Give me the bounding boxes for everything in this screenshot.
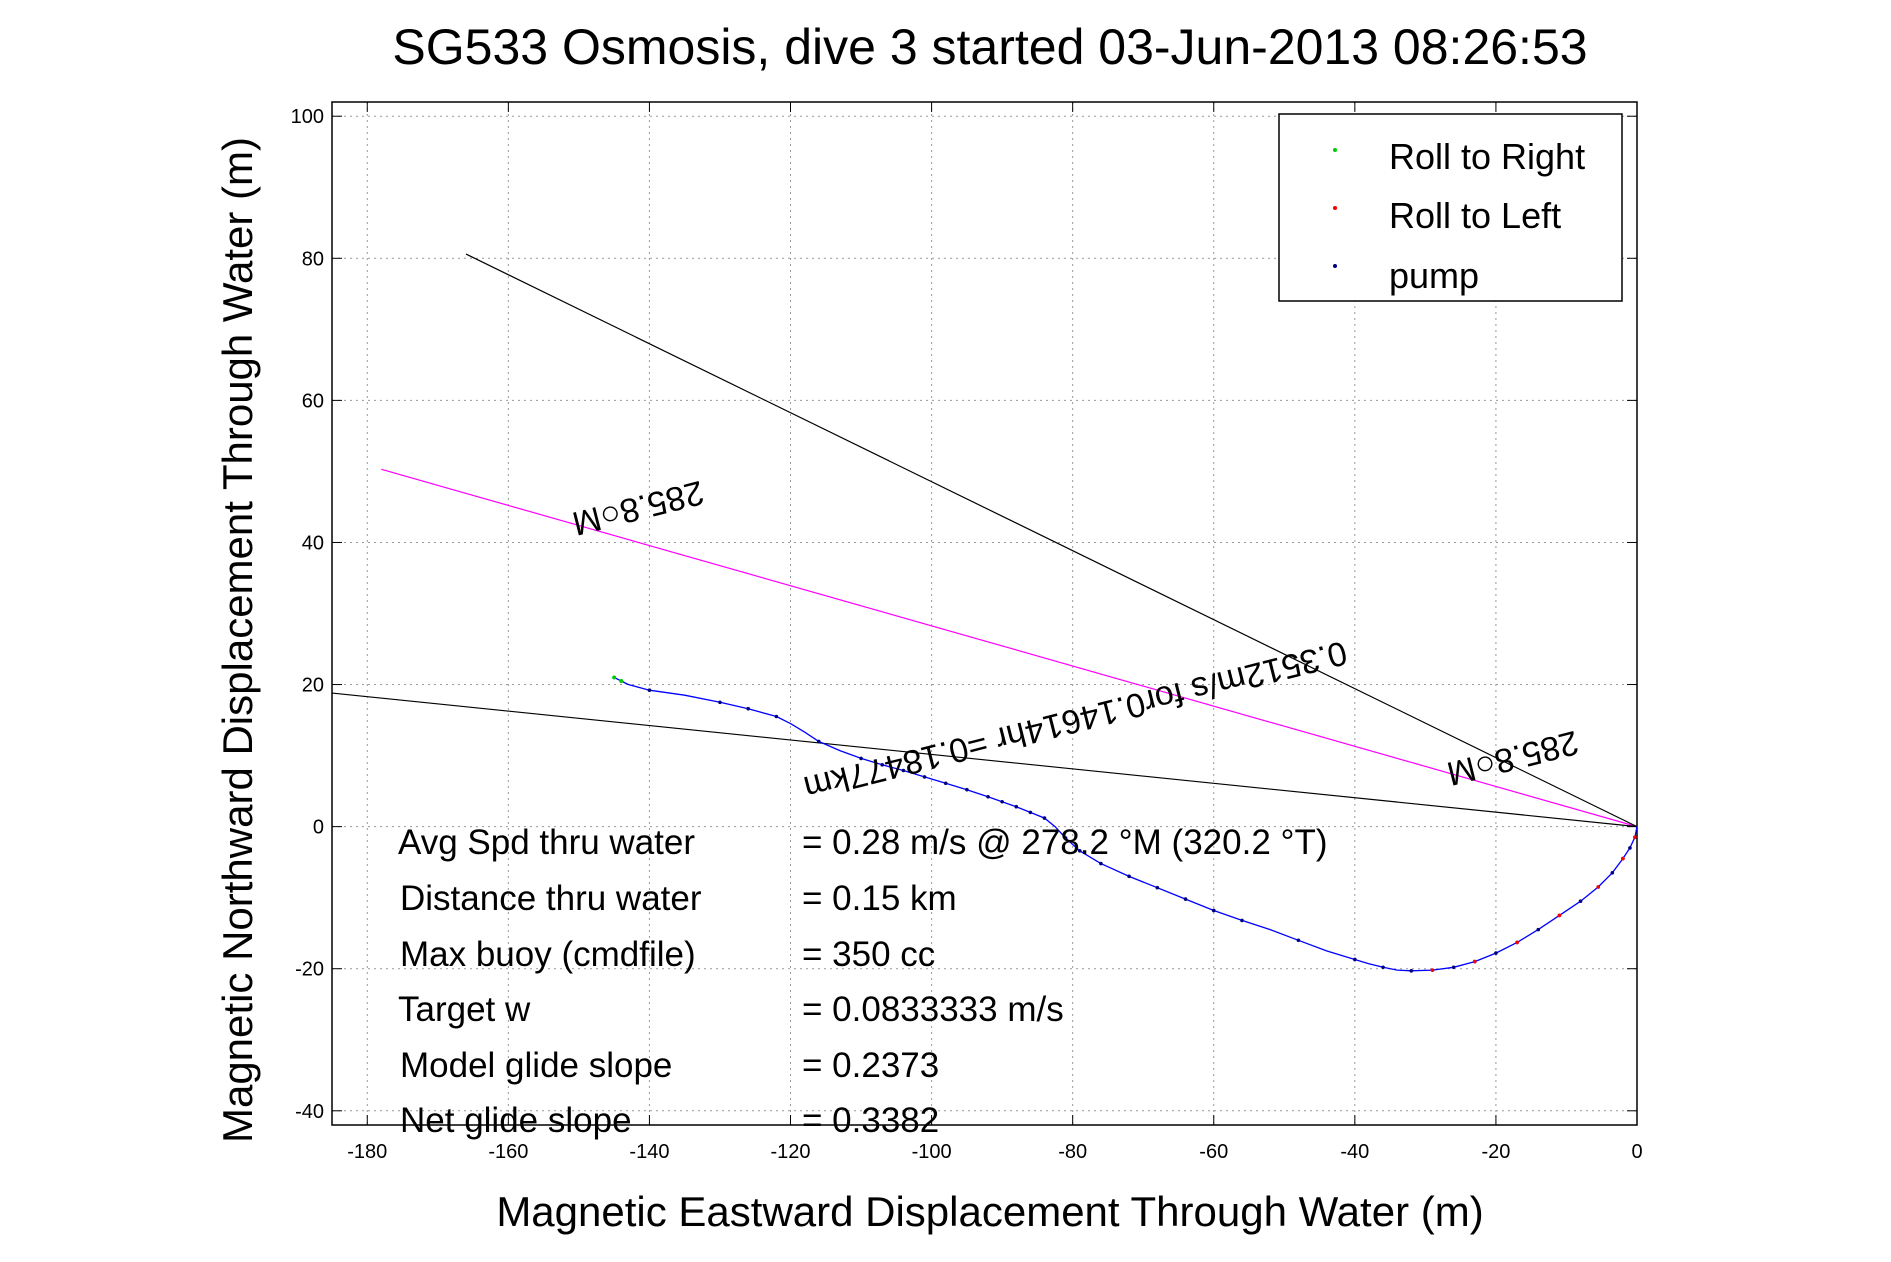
pump-point (1077, 848, 1082, 853)
tick-labels: -180 -160 -140 -120 -100 -80 -60 -40 -20 0 -40 -20 0… (291, 106, 1643, 1163)
pump-point (816, 739, 821, 744)
stat-label: Model glide slope (400, 1046, 672, 1085)
points-layer (612, 675, 1637, 973)
roll-left-point (1472, 959, 1477, 964)
pump-point (1296, 938, 1301, 943)
pump-point (1099, 861, 1103, 866)
pump-point (1063, 836, 1068, 840)
y-tick-label: 60 (302, 390, 324, 412)
stat-value: = 0.2373 (802, 1046, 939, 1085)
pump-point (1610, 871, 1615, 875)
x-tick-label: -40 (1340, 1141, 1369, 1163)
pump-point (1183, 897, 1188, 901)
y-tick-label: 40 (302, 532, 324, 554)
pump-point (1409, 969, 1414, 973)
roll-left-point (1557, 913, 1562, 918)
roll-right-point (612, 675, 617, 680)
pump-point (965, 787, 969, 792)
pump-point (1451, 965, 1456, 970)
y-tick-label: 0 (313, 817, 324, 839)
x-tick-label: -100 (912, 1141, 952, 1163)
current-line (381, 468, 1638, 828)
lower-bound-line (331, 692, 1638, 828)
pump-point (718, 700, 722, 705)
y-tick-label: -40 (295, 1101, 324, 1123)
y-tick-label: 80 (302, 248, 324, 270)
legend-marker-roll-left (1333, 206, 1337, 210)
pump-point (859, 756, 863, 761)
pump-point (901, 768, 906, 773)
x-tick-label: -20 (1481, 1141, 1510, 1163)
roll-left-point (1633, 835, 1637, 840)
x-axis-title: Magnetic Eastward Displacement Through W… (496, 1188, 1483, 1235)
pump-point (1578, 899, 1583, 904)
pump-point (1211, 908, 1216, 913)
x-tick-label: 0 (1631, 1141, 1642, 1163)
stat-label: Target w (398, 990, 531, 1029)
pump-point (880, 763, 885, 767)
pump-point (774, 714, 779, 719)
legend-marker-roll-right (1333, 148, 1337, 152)
roll-left-point (1596, 885, 1601, 889)
track-line (613, 676, 1638, 972)
pump-point (1127, 874, 1131, 879)
legend-label-pump: pump (1389, 255, 1479, 296)
chart-title: SG533 Osmosis, dive 3 started 03-Jun-201… (392, 19, 1587, 75)
legend-marker-pump (1333, 264, 1337, 268)
current-label: 0.3512m/s for0.14614hr =0.18477km (800, 633, 1351, 807)
roll-left-point (1430, 968, 1435, 972)
upper-bound-line (465, 253, 1638, 828)
legend-label-roll-left: Roll to Left (1389, 195, 1561, 236)
y-tick-label: -20 (295, 959, 324, 981)
pump-point (922, 775, 927, 779)
pump-point (1042, 816, 1047, 820)
pump-point (1381, 965, 1385, 970)
pump-point (1014, 804, 1019, 809)
pump-point (647, 688, 652, 693)
track-layer (613, 676, 1638, 972)
stat-value: = 0.3382 (802, 1101, 939, 1140)
pump-point (1000, 799, 1004, 804)
reference-lines (331, 253, 1638, 828)
stats-block: Avg Spd thru water = 0.28 m/s @ 278.2 °M… (398, 823, 1328, 1140)
legend: Roll to Right Roll to Left pump (1278, 113, 1623, 302)
pump-point (1240, 918, 1244, 923)
heading-label-near: 285.8○M (1443, 723, 1582, 793)
stat-value: = 0.15 km (802, 879, 957, 918)
stat-value: = 0.28 m/s @ 278.2 °M (320.2 °T) (802, 823, 1328, 862)
pump-point (1536, 927, 1541, 932)
pump-point (1628, 846, 1632, 850)
x-tick-label: -60 (1199, 1141, 1228, 1163)
pump-point (746, 706, 750, 711)
roll-left-point (1621, 856, 1625, 861)
pump-point (986, 794, 990, 799)
pump-point (1155, 885, 1160, 890)
pump-point (1353, 957, 1357, 962)
y-tick-label: 20 (302, 675, 324, 697)
roll-left-point (1515, 940, 1519, 945)
roll-right-point (619, 678, 624, 683)
stat-label: Max buoy (cmdfile) (400, 935, 696, 974)
pump-point (1028, 810, 1033, 815)
x-tick-label: -120 (770, 1141, 810, 1163)
heading-label-main: 285.8○M (568, 473, 707, 543)
x-tick-label: -140 (629, 1141, 669, 1163)
legend-label-roll-right: Roll to Right (1389, 136, 1585, 177)
x-tick-label: -80 (1058, 1141, 1087, 1163)
stat-value: = 0.0833333 m/s (802, 990, 1064, 1029)
x-tick-label: -180 (347, 1141, 387, 1163)
pump-point (943, 781, 948, 786)
stat-label: Net glide slope (400, 1101, 632, 1140)
stat-label: Distance thru water (400, 879, 702, 918)
stat-value: = 350 cc (802, 935, 935, 974)
y-axis-title: Magnetic Northward Displacement Through … (214, 137, 261, 1143)
plot-frame (331, 101, 1638, 1126)
x-tick-label: -160 (488, 1141, 528, 1163)
y-tick-label: 100 (291, 106, 324, 128)
stat-label: Avg Spd thru water (398, 823, 695, 862)
pump-point (1494, 951, 1498, 955)
